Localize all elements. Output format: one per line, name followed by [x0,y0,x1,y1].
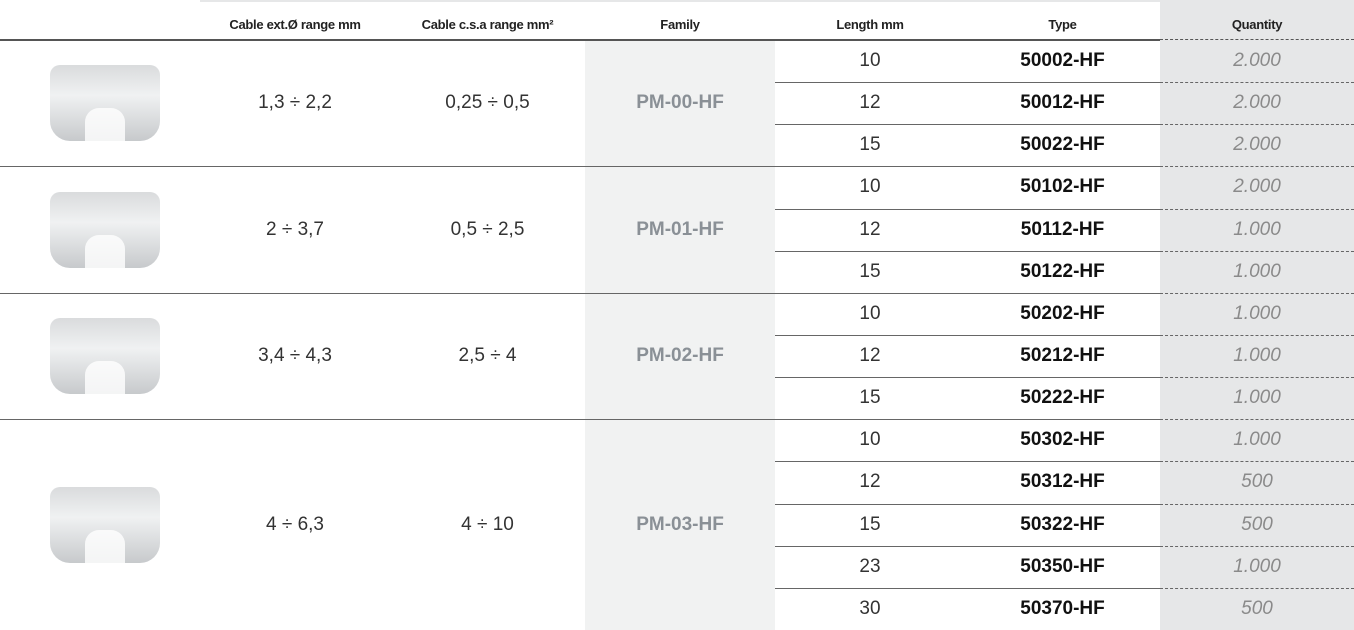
header-cell: Quantity [1160,8,1354,40]
cable-ext: 2 ÷ 3,7 [200,166,390,292]
length: 15 [775,377,965,419]
product-image-slot [85,530,125,563]
type: 50012-HF [965,82,1160,124]
length: 30 [775,588,965,630]
quantity: 1.000 [1160,546,1354,588]
type: 50322-HF [965,504,1160,546]
quantity: 500 [1160,461,1354,503]
family: PM-02-HF [585,293,775,419]
type: 50302-HF [965,419,1160,461]
quantity: 2.000 [1160,124,1354,166]
header-cell: Cable ext.Ø range mm [200,8,390,40]
cable-csa: 4 ÷ 10 [390,419,585,630]
length: 12 [775,461,965,503]
family: PM-03-HF [585,419,775,630]
cable-ext: 4 ÷ 6,3 [200,419,390,630]
type: 50222-HF [965,377,1160,419]
family: PM-00-HF [585,40,775,166]
type: 50370-HF [965,588,1160,630]
length: 12 [775,82,965,124]
length: 10 [775,293,965,335]
header-cell: Length mm [775,8,965,40]
product-image-slot [85,108,125,141]
quantity: 2.000 [1160,82,1354,124]
type: 50022-HF [965,124,1160,166]
type: 50002-HF [965,40,1160,82]
product-image-slot [85,235,125,268]
length: 12 [775,335,965,377]
type: 50122-HF [965,251,1160,293]
quantity: 1.000 [1160,419,1354,461]
length: 15 [775,504,965,546]
length: 15 [775,251,965,293]
quantity: 1.000 [1160,377,1354,419]
quantity: 1.000 [1160,335,1354,377]
quantity: 1.000 [1160,293,1354,335]
quantity: 2.000 [1160,166,1354,208]
length: 15 [775,124,965,166]
length: 10 [775,40,965,82]
header-cell: Type [965,8,1160,40]
type: 50102-HF [965,166,1160,208]
cable-ext: 3,4 ÷ 4,3 [200,293,390,419]
type: 50112-HF [965,209,1160,251]
type: 50350-HF [965,546,1160,588]
type: 50212-HF [965,335,1160,377]
length: 12 [775,209,965,251]
length: 23 [775,546,965,588]
quantity: 2.000 [1160,40,1354,82]
quantity: 1.000 [1160,251,1354,293]
product-table: Cable ext.Ø range mmCable c.s.a range mm… [0,0,1354,630]
quantity: 500 [1160,504,1354,546]
quantity: 1.000 [1160,209,1354,251]
cable-csa: 0,25 ÷ 0,5 [390,40,585,166]
header-cell: Family [585,8,775,40]
quantity: 500 [1160,588,1354,630]
length: 10 [775,419,965,461]
header-cell: Cable c.s.a range mm² [390,8,585,40]
cable-csa: 2,5 ÷ 4 [390,293,585,419]
product-image-slot [85,361,125,394]
cable-csa: 0,5 ÷ 2,5 [390,166,585,292]
length: 10 [775,166,965,208]
type: 50312-HF [965,461,1160,503]
family: PM-01-HF [585,166,775,292]
cable-ext: 1,3 ÷ 2,2 [200,40,390,166]
type: 50202-HF [965,293,1160,335]
